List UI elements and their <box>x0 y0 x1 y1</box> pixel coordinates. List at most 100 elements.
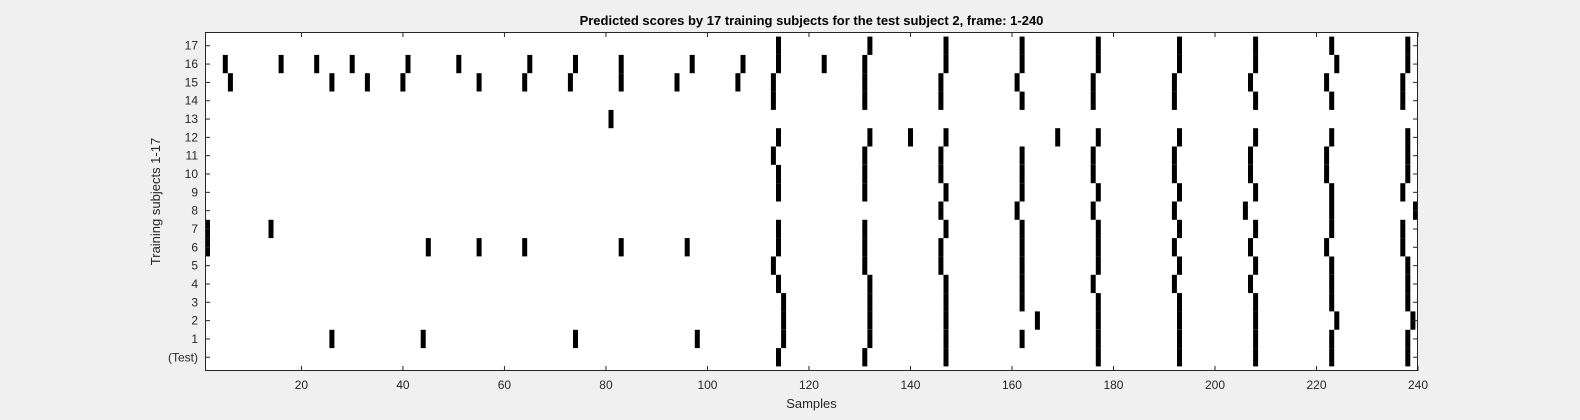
y-tick-label: 9 <box>191 185 198 199</box>
score-mark <box>1253 183 1259 202</box>
score-mark <box>1177 348 1182 367</box>
score-mark <box>1090 274 1096 294</box>
score-mark <box>1400 219 1406 239</box>
score-mark <box>1253 91 1259 110</box>
score-mark <box>1095 311 1101 330</box>
score-mark <box>1019 183 1025 202</box>
score-mark <box>1410 311 1416 330</box>
score-mark <box>618 73 624 92</box>
score-mark <box>400 73 406 92</box>
score-mark <box>740 54 746 74</box>
score-mark <box>943 219 949 239</box>
score-mark <box>618 54 624 74</box>
score-mark <box>1248 73 1253 92</box>
score-mark <box>1400 183 1406 202</box>
score-mark <box>1019 256 1025 275</box>
score-mark <box>867 311 873 330</box>
score-mark <box>1242 201 1248 220</box>
score-mark <box>1253 293 1259 312</box>
score-mark <box>770 256 776 275</box>
score-mark <box>1177 219 1182 239</box>
score-mark <box>938 146 944 165</box>
x-tick-label: 60 <box>498 378 512 392</box>
score-mark <box>608 109 614 129</box>
score-mark <box>1095 183 1101 202</box>
score-mark <box>1400 73 1406 92</box>
score-mark <box>781 311 787 330</box>
score-mark <box>1253 311 1259 330</box>
x-tick-label: 80 <box>599 378 613 392</box>
y-tick-label: 6 <box>191 240 198 254</box>
score-mark <box>1095 348 1101 367</box>
score-mark <box>1329 128 1335 147</box>
score-mark <box>776 274 781 294</box>
score-mark <box>938 91 944 110</box>
score-mark <box>867 293 873 312</box>
score-mark <box>1171 238 1177 257</box>
score-mark <box>1019 164 1025 184</box>
score-mark <box>1171 164 1177 184</box>
score-mark <box>1329 36 1335 55</box>
score-mark <box>1019 146 1025 165</box>
x-tick-label: 120 <box>799 378 819 392</box>
score-mark <box>618 238 624 257</box>
score-mark <box>776 219 781 239</box>
score-mark <box>314 54 320 74</box>
score-mark <box>694 329 700 349</box>
score-mark <box>1329 256 1335 275</box>
score-mark <box>1019 36 1025 55</box>
score-mark <box>222 54 228 74</box>
score-mark <box>1014 201 1020 220</box>
score-mark <box>1253 128 1259 147</box>
score-mark <box>1248 164 1253 184</box>
score-mark <box>1253 54 1259 74</box>
score-mark <box>684 238 690 257</box>
score-mark <box>329 329 335 349</box>
score-mark <box>1248 238 1253 257</box>
score-mark <box>1253 219 1259 239</box>
score-mark <box>908 128 913 147</box>
score-mark <box>1334 54 1340 74</box>
score-mark <box>1090 201 1096 220</box>
score-mark <box>1329 219 1335 239</box>
score-mark <box>527 54 533 74</box>
score-mark <box>1095 36 1101 55</box>
score-mark <box>1095 329 1101 349</box>
score-mark <box>943 36 949 55</box>
score-mark <box>862 146 868 165</box>
score-mark <box>1324 164 1330 184</box>
score-mark <box>522 73 528 92</box>
score-mark <box>1177 36 1182 55</box>
x-tick-label: 160 <box>1002 378 1022 392</box>
y-tick-label: 4 <box>191 277 198 291</box>
score-mark <box>776 36 781 55</box>
score-mark <box>862 73 868 92</box>
score-mark <box>1177 183 1182 202</box>
score-mark <box>1095 219 1101 239</box>
score-mark <box>1019 329 1025 349</box>
score-mark <box>1171 201 1177 220</box>
score-mark <box>425 238 431 257</box>
y-tick-label: 5 <box>191 259 198 273</box>
score-mark <box>1329 274 1335 294</box>
score-mark <box>1095 256 1101 275</box>
score-mark <box>227 73 233 92</box>
chart-title: Predicted scores by 17 training subjects… <box>580 13 1044 28</box>
score-mark <box>938 256 944 275</box>
x-axis-label: Samples <box>786 396 837 411</box>
score-mark <box>1090 91 1096 110</box>
y-tick-label: 10 <box>185 167 199 181</box>
score-mark <box>781 329 787 349</box>
y-tick-label: 2 <box>191 314 198 328</box>
score-mark <box>1177 54 1182 74</box>
marks-layer <box>205 36 1418 367</box>
score-mark <box>1253 36 1259 55</box>
y-tick-label: 15 <box>185 75 199 89</box>
plot-area <box>205 32 1418 371</box>
score-mark <box>1253 329 1259 349</box>
score-mark <box>943 293 949 312</box>
score-mark <box>1095 293 1101 312</box>
y-tick-label: 17 <box>185 39 199 53</box>
score-mark <box>1019 293 1025 312</box>
